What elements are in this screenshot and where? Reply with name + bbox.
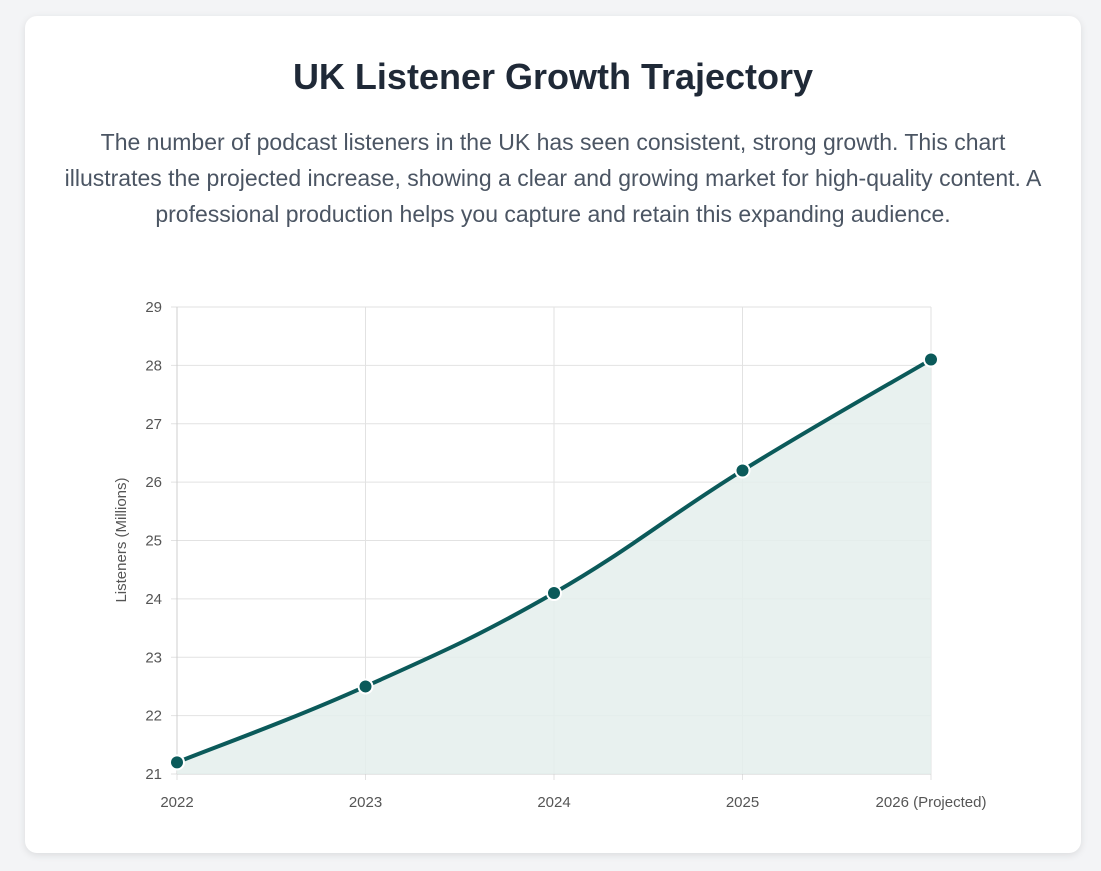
data-point-2022 — [169, 754, 185, 771]
area-fill — [177, 359, 931, 774]
y-tick-label: 21 — [145, 766, 162, 783]
data-point-2023 — [357, 678, 374, 695]
data-points — [169, 351, 939, 771]
y-axis: 21 22 23 24 25 26 27 28 29 — [145, 299, 162, 783]
x-tick-label: 2026 (Projected) — [876, 794, 987, 811]
data-point-2025 — [734, 462, 751, 479]
y-tick-label: 28 — [145, 357, 162, 374]
x-axis: 2022 2023 2024 2025 2026 (Projected) — [160, 794, 986, 811]
chart-description: The number of podcast listeners in the U… — [64, 129, 1042, 227]
y-tick-label: 23 — [145, 649, 162, 666]
data-point-2026 — [923, 351, 939, 368]
data-point-2024 — [546, 585, 562, 602]
x-tick-label: 2025 — [726, 794, 759, 811]
y-axis-title: Listeners (Millions) — [113, 477, 130, 602]
y-tick-label: 29 — [145, 299, 162, 316]
y-tick-label: 26 — [145, 474, 162, 491]
x-tick-label: 2022 — [160, 794, 193, 811]
page-title: UK Listener Growth Trajectory — [292, 56, 814, 97]
y-tick-label: 24 — [145, 591, 162, 608]
y-tick-label: 27 — [145, 416, 162, 433]
y-tick-label: 22 — [145, 708, 162, 725]
x-tick-label: 2023 — [349, 794, 382, 811]
y-tick-label: 25 — [145, 533, 162, 550]
x-tick-label: 2024 — [537, 794, 570, 811]
